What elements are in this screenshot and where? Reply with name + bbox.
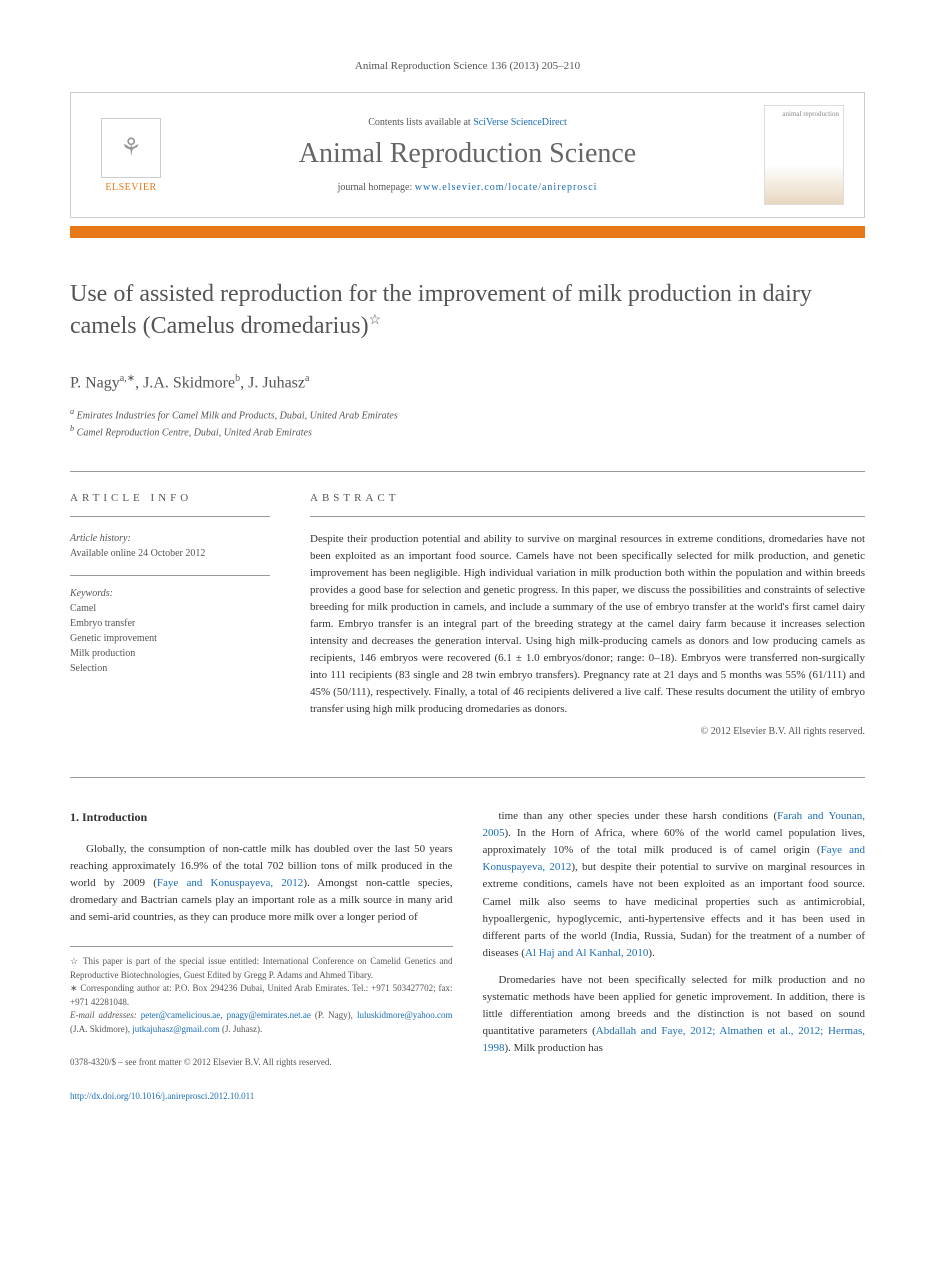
publisher-logo: ⚘ ELSEVIER <box>91 110 171 200</box>
journal-name: Animal Reproduction Science <box>171 138 764 170</box>
abstract-heading: ABSTRACT <box>310 492 865 517</box>
intro-paragraph: Globally, the consumption of non-cattle … <box>70 841 453 926</box>
orange-divider-bar <box>70 226 865 238</box>
sciencedirect-link[interactable]: SciVerse ScienceDirect <box>473 117 567 128</box>
authors-line: P. Nagya,∗, J.A. Skidmoreb, J. Juhasza <box>70 373 865 392</box>
article-history-label: Article history: <box>70 531 270 546</box>
intro-paragraph: time than any other species under these … <box>483 808 866 961</box>
footnote-corresponding: ∗ Corresponding author at: P.O. Box 2942… <box>70 982 453 1009</box>
doi-link[interactable]: http://dx.doi.org/10.1016/j.anireprosci.… <box>70 1091 254 1101</box>
email-link[interactable]: pnagy@emirates.net.ae <box>227 1010 311 1020</box>
citation-link[interactable]: Faye and Konuspayeva, 2012 <box>157 877 303 889</box>
section-heading-intro: 1. Introduction <box>70 808 453 827</box>
body-column-right: time than any other species under these … <box>483 808 866 1103</box>
elsevier-tree-icon: ⚘ <box>101 118 161 178</box>
body-column-left: 1. Introduction Globally, the consumptio… <box>70 808 453 1103</box>
abstract-column: ABSTRACT Despite their production potent… <box>310 492 865 738</box>
footnote-emails: E-mail addresses: peter@camelicious.ae, … <box>70 1009 453 1036</box>
issn-line: 0378-4320/$ – see front matter © 2012 El… <box>70 1056 453 1070</box>
email-link[interactable]: peter@camelicious.ae <box>141 1010 221 1020</box>
article-history-text: Available online 24 October 2012 <box>70 546 270 561</box>
journal-cover-thumb: animal reproduction <box>764 105 844 205</box>
keywords-label: Keywords: <box>70 586 270 601</box>
keyword: Selection <box>70 661 270 676</box>
email-link[interactable]: luluskidmore@yahoo.com <box>357 1010 453 1020</box>
affiliations: a Emirates Industries for Camel Milk and… <box>70 406 865 441</box>
article-info-sidebar: ARTICLE INFO Article history: Available … <box>70 492 270 738</box>
journal-homepage-line: journal homepage: www.elsevier.com/locat… <box>171 182 764 193</box>
article-title: Use of assisted reproduction for the imp… <box>70 278 865 343</box>
email-link[interactable]: jutkajuhasz@gmail.com <box>132 1024 220 1034</box>
abstract-copyright: © 2012 Elsevier B.V. All rights reserved… <box>310 726 865 737</box>
title-footnote-star: ☆ <box>369 313 382 328</box>
footnote-star: ☆ This paper is part of the special issu… <box>70 955 453 982</box>
keyword: Genetic improvement <box>70 631 270 646</box>
keyword: Milk production <box>70 646 270 661</box>
intro-paragraph: Dromedaries have not been specifically s… <box>483 972 866 1057</box>
journal-masthead: ⚘ ELSEVIER Contents lists available at S… <box>70 92 865 218</box>
article-info-heading: ARTICLE INFO <box>70 492 270 517</box>
keyword: Camel <box>70 601 270 616</box>
contents-available-line: Contents lists available at SciVerse Sci… <box>171 117 764 128</box>
footnotes-block: ☆ This paper is part of the special issu… <box>70 946 453 1036</box>
journal-homepage-link[interactable]: www.elsevier.com/locate/anireprosci <box>415 182 598 193</box>
running-header: Animal Reproduction Science 136 (2013) 2… <box>70 60 865 72</box>
abstract-text: Despite their production potential and a… <box>310 531 865 719</box>
keyword: Embryo transfer <box>70 616 270 631</box>
citation-link[interactable]: Al Haj and Al Kanhal, 2010 <box>525 947 648 959</box>
